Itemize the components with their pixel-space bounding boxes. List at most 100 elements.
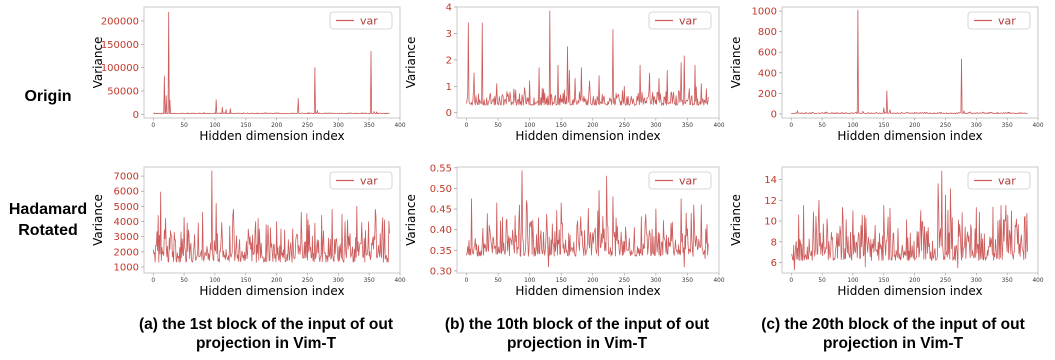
series-line-var	[466, 10, 709, 106]
x-tick-label: 400	[713, 278, 724, 284]
caption-c-line2: projection in Vim-T	[823, 335, 964, 352]
y-tick-label: 1000	[752, 7, 777, 18]
legend-label: var	[360, 15, 378, 28]
x-tick-label: 100	[847, 123, 858, 129]
plot-frame	[456, 6, 720, 119]
legend-box	[329, 171, 393, 190]
x-tick-label: 350	[364, 278, 375, 284]
y-tick-label: 200	[758, 89, 777, 100]
x-tick-label: 250	[940, 278, 951, 284]
series-line-var	[790, 170, 1028, 271]
y-tick-label: 6000	[114, 187, 139, 198]
legend-box	[967, 11, 1031, 30]
legend-label: var	[679, 175, 697, 188]
x-tick-label: 200	[587, 123, 598, 129]
legend-box	[967, 171, 1031, 190]
y-tick-label: 8	[771, 237, 777, 248]
y-tick-label: 800	[758, 27, 777, 38]
row-label-hadamard-line2: Rotated	[18, 222, 78, 239]
x-tick-label: 300	[650, 123, 661, 129]
legend-label: var	[360, 175, 378, 188]
x-tick-label: 300	[971, 278, 982, 284]
chart-origin-1st: 0 50000 100000 150000 200000 0 50 100 150 200 250 3…	[91, 6, 406, 143]
y-tick-label: 0.35	[430, 246, 452, 257]
legend-box	[648, 171, 712, 190]
y-tick-label: 400	[758, 68, 777, 79]
x-axis-label: Hidden dimension index	[199, 129, 344, 143]
x-tick-label: 350	[682, 123, 693, 129]
x-tick-label: 400	[1032, 123, 1043, 129]
x-tick-label: 250	[940, 123, 951, 129]
series-line-var	[152, 170, 390, 263]
caption-a-line1: (a) the 1st block of the input of out	[139, 316, 393, 333]
x-tick-label: 250	[619, 278, 630, 284]
y-axis-label: Variance	[91, 194, 105, 246]
x-tick-label: 400	[394, 278, 405, 284]
y-axis-label: Variance	[91, 37, 105, 89]
y-tick-label: 0.45	[430, 205, 452, 216]
chart-origin-10th: 0 1 2 3 4 0 50 100 150 200 250 300 350 400 Hidden dime…	[404, 3, 725, 144]
series-line-var	[791, 9, 1028, 114]
legend-label: var	[679, 15, 697, 28]
y-axis-label: Variance	[404, 37, 418, 89]
x-tick-label: 300	[333, 123, 344, 129]
y-tick-label: 100000	[101, 63, 139, 74]
caption-c-line1: (c) the 20th block of the input of out	[761, 316, 1024, 333]
chart-hadamard-1st: 1000 2000 3000 4000 5000 6000 7000 0 50 100 150 200…	[91, 166, 406, 298]
x-tick-label: 100	[209, 123, 220, 129]
y-tick-label: 200000	[101, 16, 139, 27]
x-tick-label: 350	[364, 123, 375, 129]
x-tick-label: 250	[302, 278, 313, 284]
legend-box	[329, 11, 393, 30]
x-tick-label: 50	[494, 278, 502, 284]
x-tick-label: 150	[240, 123, 251, 129]
x-tick-label: 300	[333, 278, 344, 284]
plot-frame	[781, 166, 1039, 274]
y-tick-label: 5000	[114, 202, 139, 213]
y-tick-label: 1	[446, 82, 452, 93]
x-tick-label: 100	[847, 278, 858, 284]
x-tick-label: 350	[1002, 278, 1013, 284]
x-tick-label: 50	[818, 278, 826, 284]
series-line-var	[153, 11, 390, 115]
plot-frame	[456, 166, 720, 274]
x-tick-label: 150	[878, 278, 889, 284]
y-tick-label: 1000	[114, 262, 139, 273]
chart-hadamard-10th: 0.30 0.35 0.40 0.45 0.50 0.55 0 50 100 150 200 250 3…	[404, 163, 725, 298]
caption-b-line1: (b) the 10th block of the input of out	[445, 316, 709, 333]
row-label-hadamard-line1: Hadamard	[9, 201, 87, 218]
legend-label: var	[998, 175, 1016, 188]
x-tick-label: 200	[909, 123, 920, 129]
x-tick-label: 400	[1032, 278, 1043, 284]
x-tick-label: 0	[465, 123, 469, 129]
x-axis-label: Hidden dimension index	[199, 284, 344, 298]
x-tick-label: 200	[587, 278, 598, 284]
y-tick-label: 0.55	[430, 163, 452, 174]
x-tick-label: 150	[240, 278, 251, 284]
x-tick-label: 0	[151, 278, 155, 284]
x-tick-label: 400	[394, 123, 405, 129]
caption-b-line2: projection in Vim-T	[507, 335, 648, 352]
x-tick-label: 150	[556, 123, 567, 129]
x-tick-label: 250	[619, 123, 630, 129]
legend-label: var	[998, 15, 1016, 28]
x-tick-label: 350	[1002, 123, 1013, 129]
x-tick-label: 150	[556, 278, 567, 284]
plot-frame	[781, 6, 1039, 119]
x-axis-label: Hidden dimension index	[515, 284, 660, 298]
x-tick-label: 200	[909, 278, 920, 284]
x-tick-label: 350	[682, 278, 693, 284]
y-tick-label: 2	[446, 55, 452, 66]
y-tick-label: 0.50	[430, 184, 452, 195]
y-tick-label: 12	[764, 196, 777, 207]
x-axis-label: Hidden dimension index	[837, 129, 982, 143]
y-tick-label: 2000	[114, 247, 139, 258]
row-label-origin: Origin	[24, 88, 71, 105]
x-tick-label: 200	[271, 278, 282, 284]
x-tick-label: 100	[209, 278, 220, 284]
y-axis-label: Variance	[729, 37, 743, 89]
y-tick-label: 7000	[114, 172, 139, 183]
x-tick-label: 200	[271, 123, 282, 129]
y-axis-label: Variance	[404, 194, 418, 246]
